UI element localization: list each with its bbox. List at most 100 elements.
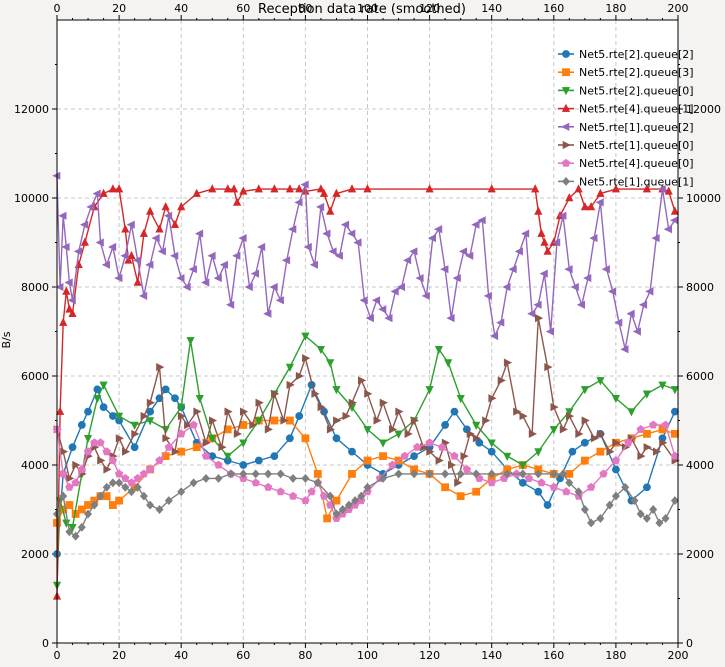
data-point bbox=[441, 421, 450, 429]
data-point bbox=[440, 265, 449, 274]
data-point bbox=[309, 260, 319, 269]
data-point bbox=[586, 482, 596, 491]
data-point bbox=[565, 411, 575, 421]
data-point bbox=[446, 314, 455, 323]
data-point bbox=[301, 332, 310, 341]
data-point bbox=[357, 491, 366, 501]
data-point bbox=[177, 411, 187, 421]
data-point bbox=[524, 474, 534, 482]
legend-marker bbox=[561, 176, 571, 186]
data-point bbox=[663, 225, 673, 234]
legend-label: Net5.rte[1].queue[1] bbox=[579, 175, 694, 188]
data-point bbox=[537, 228, 546, 237]
data-point bbox=[612, 438, 621, 447]
data-point bbox=[244, 282, 253, 292]
data-point bbox=[164, 496, 173, 506]
data-point bbox=[155, 394, 164, 403]
data-point bbox=[487, 184, 496, 193]
data-point bbox=[364, 389, 373, 398]
data-point bbox=[301, 473, 310, 483]
data-point bbox=[518, 478, 527, 487]
x-tick-label-top: 0 bbox=[54, 2, 61, 15]
data-point bbox=[326, 425, 336, 434]
data-point bbox=[333, 416, 342, 425]
data-point bbox=[115, 434, 124, 443]
data-point bbox=[409, 247, 418, 256]
data-point bbox=[192, 443, 201, 452]
data-point bbox=[565, 193, 574, 202]
data-point bbox=[323, 514, 332, 523]
data-point bbox=[122, 447, 131, 456]
y-tick-label-right: 6000 bbox=[686, 370, 714, 383]
data-point bbox=[58, 211, 67, 220]
data-point bbox=[301, 496, 310, 505]
data-point bbox=[77, 465, 86, 474]
data-point bbox=[229, 184, 239, 193]
data-point bbox=[170, 219, 180, 228]
data-point bbox=[626, 309, 635, 318]
data-point bbox=[177, 429, 186, 438]
data-point bbox=[518, 461, 527, 470]
data-point bbox=[281, 256, 291, 265]
data-point bbox=[410, 416, 419, 425]
data-point bbox=[317, 403, 326, 412]
data-point bbox=[534, 314, 544, 323]
data-point bbox=[574, 487, 583, 497]
data-point bbox=[71, 478, 80, 487]
data-point bbox=[394, 469, 403, 479]
data-point bbox=[93, 394, 102, 404]
data-point bbox=[394, 430, 403, 439]
data-point bbox=[460, 452, 469, 461]
y-tick-label-right: 10000 bbox=[686, 192, 721, 205]
data-point bbox=[549, 469, 558, 479]
data-point bbox=[254, 456, 263, 465]
data-point bbox=[201, 451, 211, 460]
data-point bbox=[503, 452, 512, 461]
data-point bbox=[664, 186, 673, 195]
data-point bbox=[472, 487, 481, 496]
data-point bbox=[576, 300, 586, 309]
x-tick-label-top: 140 bbox=[481, 2, 502, 15]
data-point bbox=[580, 386, 589, 395]
data-point bbox=[425, 469, 434, 479]
data-point bbox=[188, 265, 197, 274]
data-point bbox=[425, 386, 434, 395]
data-point bbox=[384, 314, 393, 323]
data-point bbox=[565, 408, 574, 417]
data-point bbox=[300, 180, 309, 189]
data-point bbox=[59, 317, 68, 326]
data-point bbox=[99, 188, 108, 197]
data-point bbox=[596, 513, 605, 523]
data-point bbox=[348, 469, 356, 478]
y-tick-label-right: 2000 bbox=[686, 548, 714, 561]
data-point bbox=[233, 429, 242, 438]
data-point bbox=[614, 318, 623, 327]
data-point bbox=[466, 429, 475, 438]
data-point bbox=[84, 434, 93, 444]
data-point bbox=[288, 491, 298, 500]
y-tick-label-left: 6000 bbox=[21, 370, 49, 383]
data-point bbox=[359, 296, 368, 305]
data-point bbox=[465, 251, 474, 260]
data-point bbox=[503, 469, 512, 479]
x-tick-label-top: 120 bbox=[419, 2, 440, 15]
data-point bbox=[77, 421, 86, 429]
data-point bbox=[182, 282, 191, 292]
data-point bbox=[132, 256, 141, 265]
axes: 0020204040606080801001001201201401401601… bbox=[14, 2, 721, 662]
data-point bbox=[378, 473, 388, 483]
data-point bbox=[531, 184, 540, 193]
x-tick-label-bottom: 140 bbox=[481, 649, 502, 662]
data-point bbox=[624, 438, 633, 447]
data-point bbox=[156, 363, 165, 372]
data-point bbox=[295, 184, 304, 193]
data-point bbox=[114, 274, 123, 283]
data-point bbox=[575, 429, 584, 438]
legend-label: Net5.rte[1].queue[0] bbox=[579, 139, 694, 152]
data-point bbox=[177, 202, 186, 211]
data-point bbox=[434, 345, 443, 355]
data-point bbox=[146, 500, 155, 510]
y-tick-label-left: 4000 bbox=[21, 459, 49, 472]
series-line bbox=[56, 175, 676, 350]
data-point bbox=[597, 429, 606, 438]
